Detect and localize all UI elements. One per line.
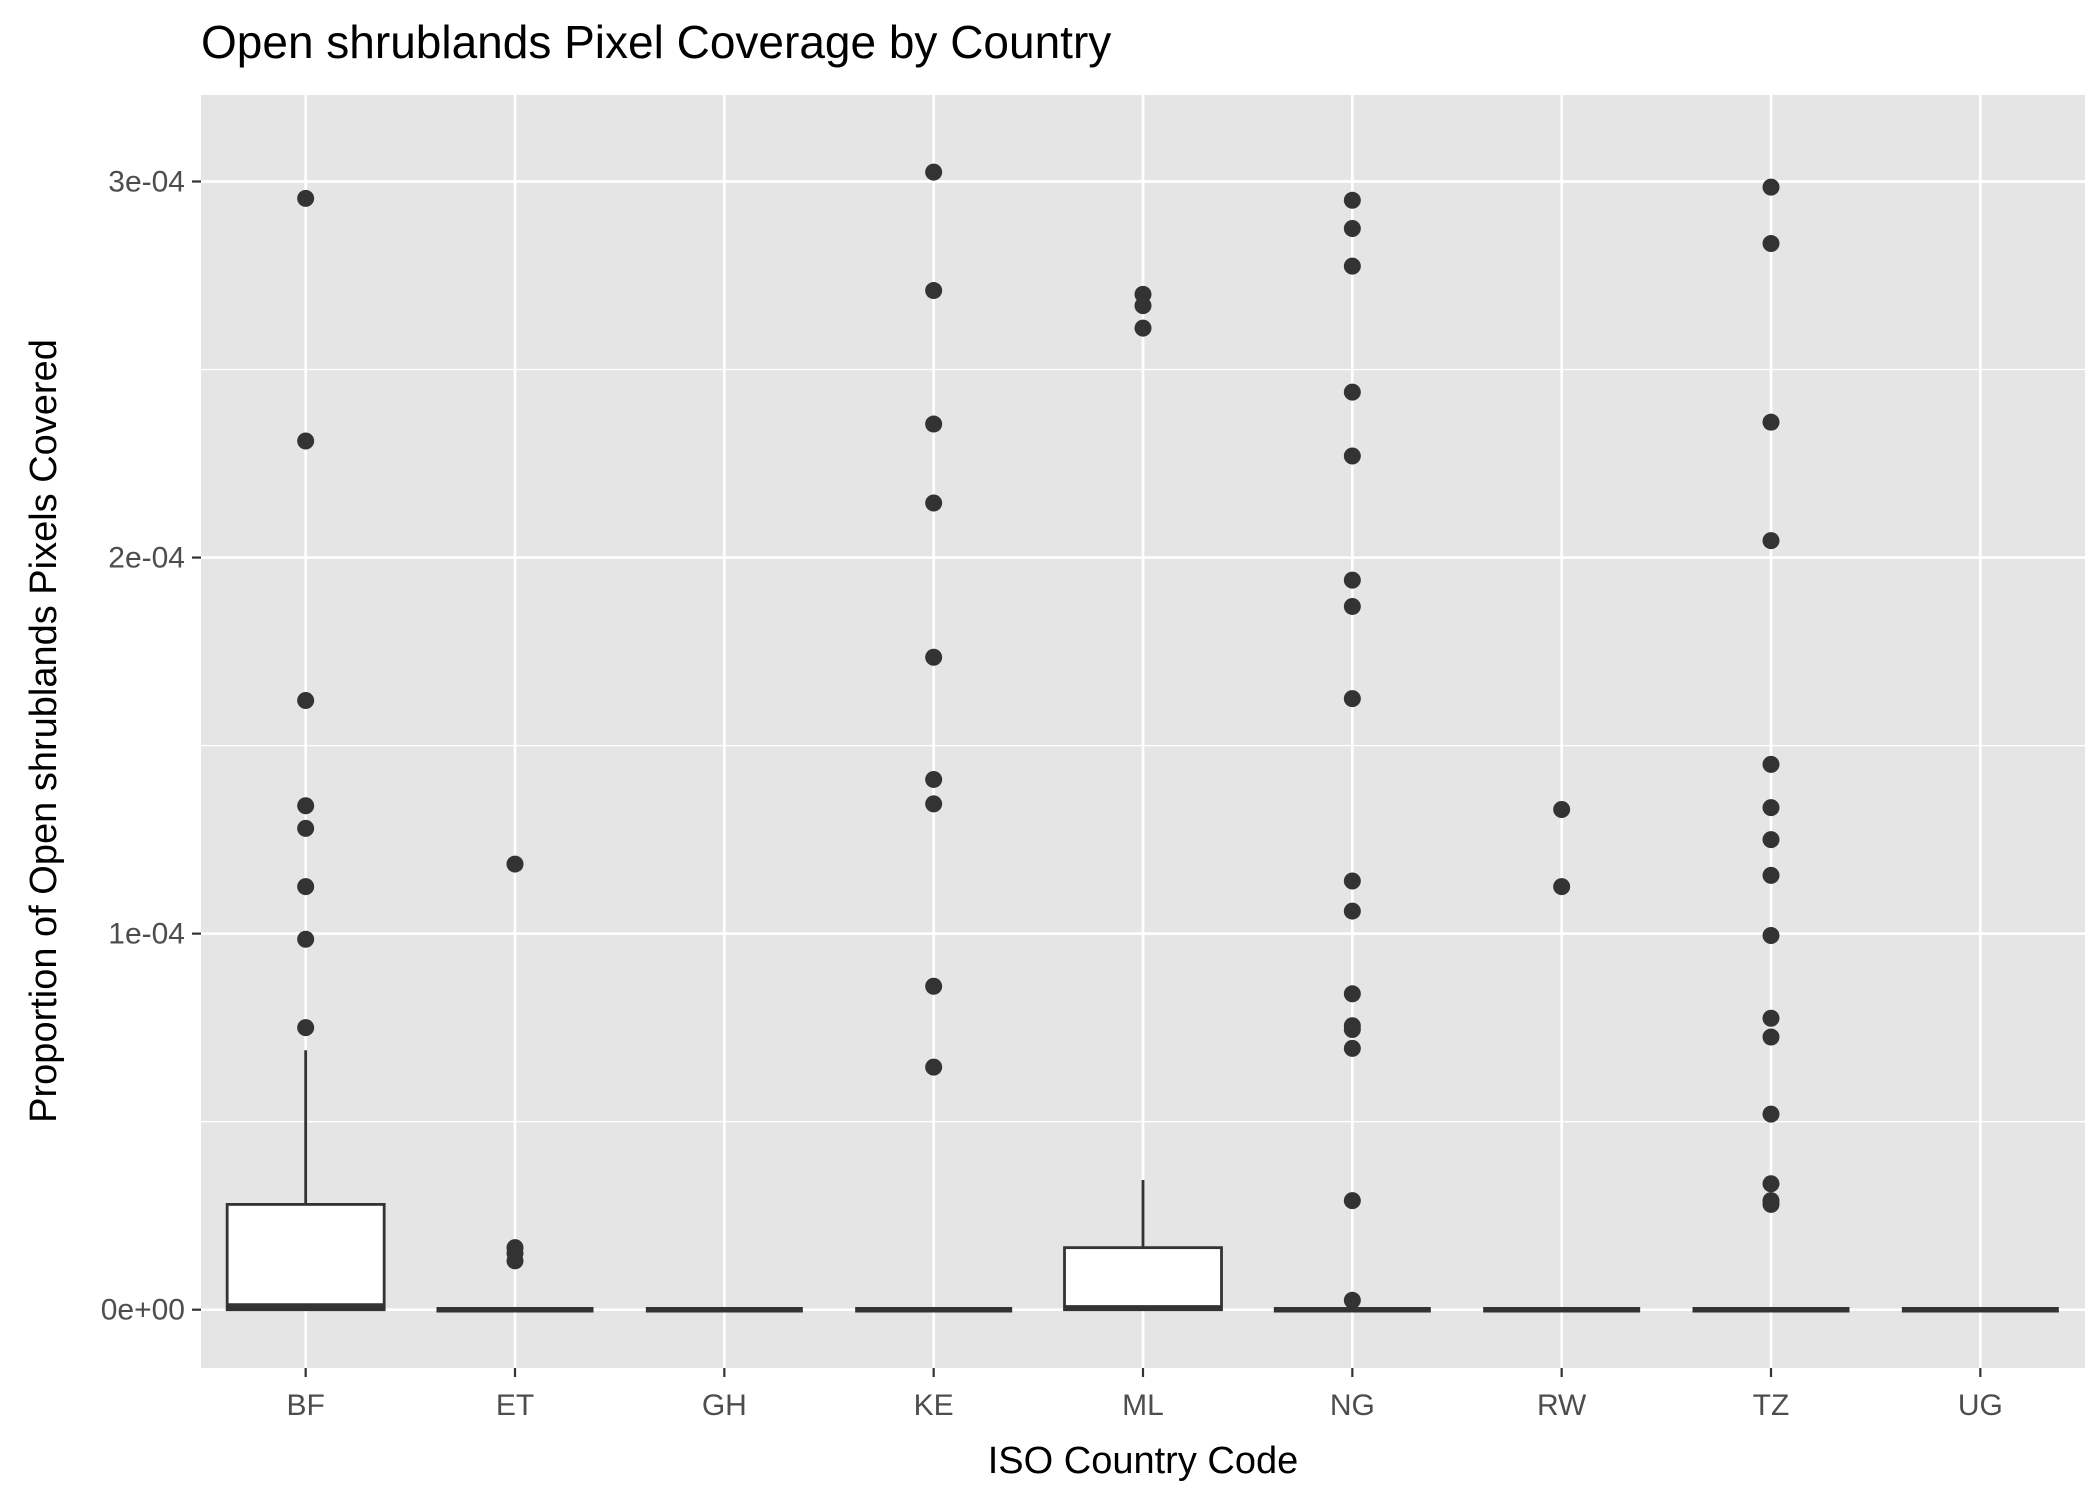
- outlier-point-et: [506, 855, 524, 873]
- x-tick-label: BF: [286, 1389, 324, 1422]
- outlier-point-ml: [1134, 319, 1152, 337]
- x-tick-label: GH: [702, 1389, 747, 1422]
- outlier-point-ng: [1343, 985, 1361, 1003]
- outlier-point-ng: [1343, 447, 1361, 465]
- outlier-point-tz: [1762, 1009, 1780, 1027]
- y-axis-title: Proportion of Open shrublands Pixels Cov…: [23, 339, 65, 1123]
- x-tick-label: TZ: [1753, 1389, 1790, 1422]
- y-tick-label: 0e+00: [101, 1294, 185, 1327]
- y-tick-label: 3e-04: [108, 165, 185, 198]
- outlier-point-ke: [925, 494, 943, 512]
- x-tick-label: NG: [1330, 1389, 1375, 1422]
- grid-lines: [201, 95, 2085, 1368]
- outlier-point-ke: [925, 770, 943, 788]
- outlier-point-ml: [1134, 285, 1152, 303]
- x-tick-label: UG: [1958, 1389, 2003, 1422]
- outlier-point-tz: [1762, 413, 1780, 431]
- outlier-point-ng: [1343, 1192, 1361, 1210]
- outlier-point-ng: [1343, 1017, 1361, 1035]
- outlier-point-rw: [1553, 878, 1571, 896]
- outlier-point-ke: [925, 163, 943, 181]
- outlier-point-tz: [1762, 532, 1780, 550]
- outlier-point-tz: [1762, 755, 1780, 773]
- x-tick-label: KE: [914, 1389, 954, 1422]
- outlier-point-ke: [925, 282, 943, 300]
- box-ml: [1063, 1179, 1223, 1312]
- outlier-point-ng: [1343, 597, 1361, 615]
- outlier-point-bf: [297, 878, 315, 896]
- outlier-point-tz: [1762, 831, 1780, 849]
- outlier-point-ke: [925, 1058, 943, 1076]
- outlier-point-tz: [1762, 1105, 1780, 1123]
- outlier-point-bf: [297, 797, 315, 815]
- box-body: [1063, 1246, 1223, 1312]
- outlier-point-ke: [925, 648, 943, 666]
- box-body: [225, 1203, 386, 1312]
- x-tick-label: ML: [1122, 1389, 1164, 1422]
- x-axis-ticks: BF ET GH KE ML NG RW TZ UG: [286, 1368, 2003, 1422]
- outlier-point-ng: [1343, 1291, 1361, 1309]
- outlier-point-ng: [1343, 872, 1361, 890]
- x-tick-label: RW: [1537, 1389, 1587, 1422]
- outlier-point-bf: [297, 691, 315, 709]
- boxes: [225, 1050, 2059, 1313]
- chart-title: Open shrublands Pixel Coverage by Countr…: [201, 16, 1111, 68]
- y-tick-label: 2e-04: [108, 542, 185, 575]
- outlier-point-ng: [1343, 257, 1361, 275]
- outlier-point-ng: [1343, 1039, 1361, 1057]
- outlier-point-ng: [1343, 690, 1361, 708]
- outlier-point-ng: [1343, 571, 1361, 589]
- outlier-point-tz: [1762, 927, 1780, 945]
- outlier-point-bf: [297, 930, 315, 948]
- x-axis-title: ISO Country Code: [988, 1440, 1298, 1482]
- outlier-point-tz: [1762, 1192, 1780, 1210]
- outlier-point-bf: [297, 189, 315, 207]
- outlier-point-tz: [1762, 799, 1780, 817]
- outlier-point-ng: [1343, 220, 1361, 238]
- outlier-point-tz: [1762, 1175, 1780, 1193]
- outlier-point-ke: [925, 415, 943, 433]
- outlier-point-bf: [297, 1019, 315, 1037]
- outlier-point-ng: [1343, 383, 1361, 401]
- outlier-point-ke: [925, 795, 943, 813]
- y-tick-label: 1e-04: [108, 918, 185, 951]
- outlier-point-ke: [925, 977, 943, 995]
- outlier-point-tz: [1762, 235, 1780, 253]
- box-bf: [225, 1050, 386, 1312]
- outlier-point-rw: [1553, 801, 1571, 819]
- outlier-point-tz: [1762, 1028, 1780, 1046]
- outlier-point-ng: [1343, 191, 1361, 209]
- outlier-point-tz: [1762, 866, 1780, 884]
- y-axis-ticks: 0e+00 1e-04 2e-04 3e-04: [101, 165, 201, 1327]
- outlier-point-et: [506, 1239, 524, 1257]
- outlier-point-tz: [1762, 178, 1780, 196]
- x-tick-label: ET: [496, 1389, 534, 1422]
- outlier-point-ng: [1343, 902, 1361, 920]
- outlier-points: [297, 163, 1780, 1309]
- outlier-point-bf: [297, 432, 315, 450]
- outlier-point-bf: [297, 819, 315, 837]
